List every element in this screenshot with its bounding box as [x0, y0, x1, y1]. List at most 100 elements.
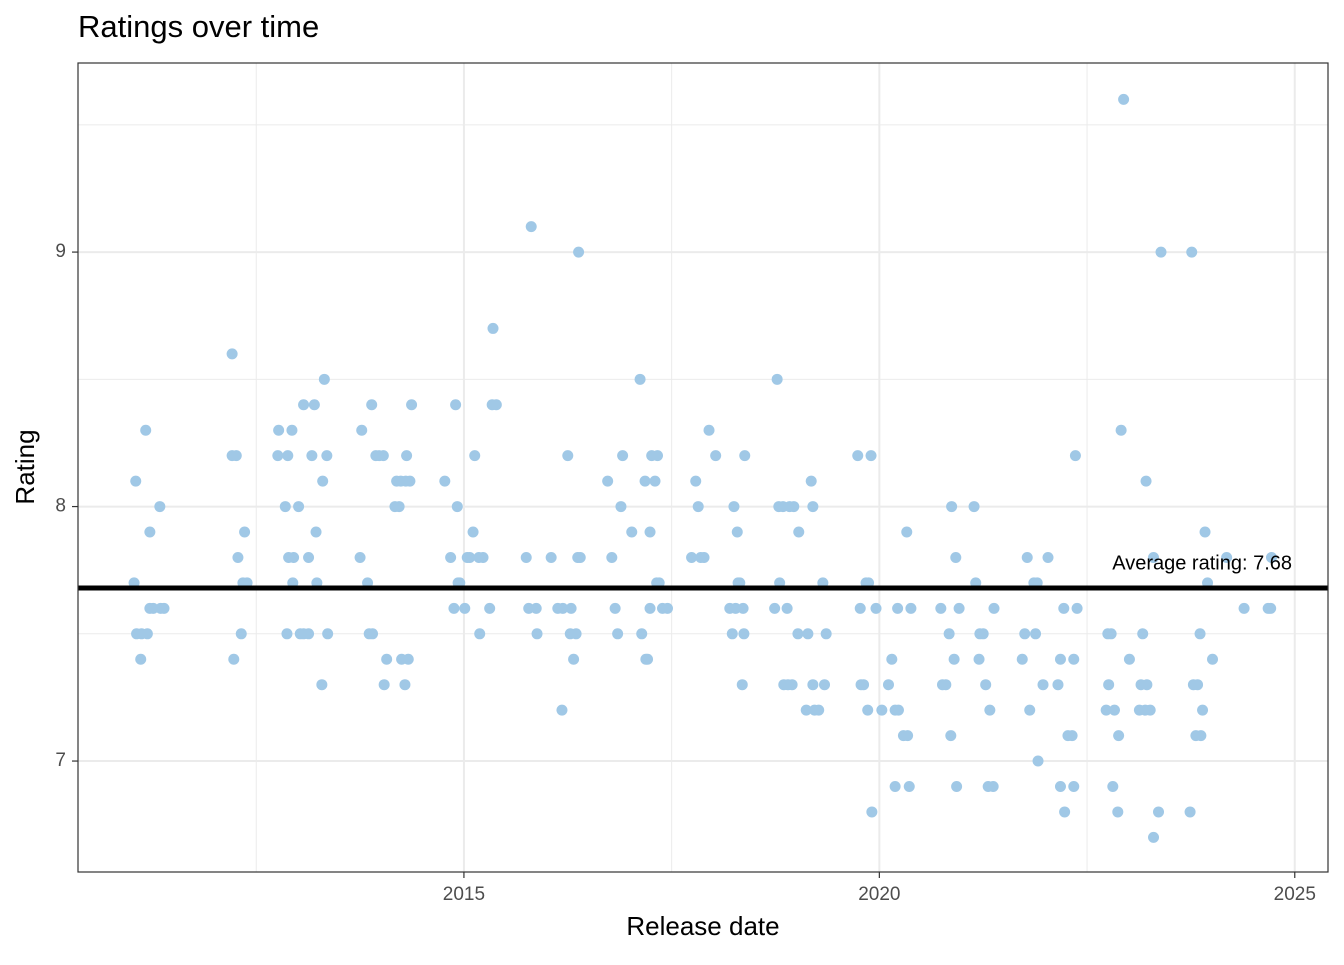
point	[946, 501, 958, 513]
point	[1140, 475, 1152, 487]
point	[570, 628, 582, 640]
point	[477, 551, 489, 563]
point	[739, 450, 751, 462]
point	[281, 628, 293, 640]
point	[226, 348, 238, 360]
point	[130, 475, 142, 487]
point	[1192, 679, 1204, 691]
point	[852, 450, 864, 462]
point	[525, 221, 537, 233]
point	[1030, 628, 1042, 640]
point	[870, 602, 882, 614]
point	[140, 424, 152, 436]
point	[1108, 704, 1120, 716]
point	[617, 450, 629, 462]
point	[728, 501, 740, 513]
point	[862, 704, 874, 716]
point	[769, 602, 781, 614]
point	[726, 628, 738, 640]
point	[1066, 730, 1078, 742]
point	[854, 602, 866, 614]
point	[807, 501, 819, 513]
point	[1186, 246, 1198, 258]
point	[987, 780, 999, 792]
point	[644, 526, 656, 538]
x-axis-title: Release date	[626, 911, 779, 941]
point	[318, 373, 330, 385]
point	[865, 450, 877, 462]
point	[545, 551, 557, 563]
point	[639, 475, 651, 487]
point	[531, 628, 543, 640]
point	[805, 475, 817, 487]
point	[1037, 679, 1049, 691]
point	[451, 501, 463, 513]
point	[858, 679, 870, 691]
point	[303, 551, 315, 563]
point	[401, 450, 413, 462]
point	[935, 602, 947, 614]
point	[484, 602, 496, 614]
point	[530, 602, 542, 614]
point	[568, 653, 580, 665]
point	[279, 501, 291, 513]
point	[905, 602, 917, 614]
point	[988, 602, 1000, 614]
point	[948, 653, 960, 665]
point	[950, 551, 962, 563]
point	[1207, 653, 1219, 665]
point	[393, 501, 405, 513]
point	[1100, 704, 1112, 716]
point	[1068, 653, 1080, 665]
point	[793, 526, 805, 538]
point	[467, 526, 479, 538]
point	[903, 780, 915, 792]
point	[1054, 780, 1066, 792]
y-tick-label: 7	[55, 750, 66, 771]
point	[788, 501, 800, 513]
point	[1107, 780, 1119, 792]
point	[520, 551, 532, 563]
point	[450, 399, 462, 411]
point	[902, 730, 914, 742]
point	[953, 602, 965, 614]
point	[901, 526, 913, 538]
point	[562, 450, 574, 462]
point	[1113, 730, 1125, 742]
point	[356, 424, 368, 436]
point	[1069, 450, 1081, 462]
point	[615, 501, 627, 513]
point	[487, 322, 499, 334]
point	[144, 526, 156, 538]
point	[686, 551, 698, 563]
point	[876, 704, 888, 716]
point	[1058, 602, 1070, 614]
point	[303, 628, 315, 640]
point	[951, 780, 963, 792]
point	[892, 704, 904, 716]
point	[642, 653, 654, 665]
point	[322, 628, 334, 640]
point	[448, 602, 460, 614]
point	[378, 679, 390, 691]
point	[802, 628, 814, 640]
point	[1019, 628, 1031, 640]
point	[973, 653, 985, 665]
point	[367, 628, 379, 640]
point	[1054, 653, 1066, 665]
point	[1016, 653, 1028, 665]
point	[738, 628, 750, 640]
point	[1148, 551, 1160, 563]
point	[1021, 551, 1033, 563]
point	[1155, 246, 1167, 258]
point	[737, 602, 749, 614]
point	[377, 450, 389, 462]
point	[402, 653, 414, 665]
point	[634, 373, 646, 385]
point	[308, 399, 320, 411]
point	[792, 628, 804, 640]
point	[866, 806, 878, 818]
point	[889, 780, 901, 792]
point	[886, 653, 898, 665]
point	[565, 602, 577, 614]
